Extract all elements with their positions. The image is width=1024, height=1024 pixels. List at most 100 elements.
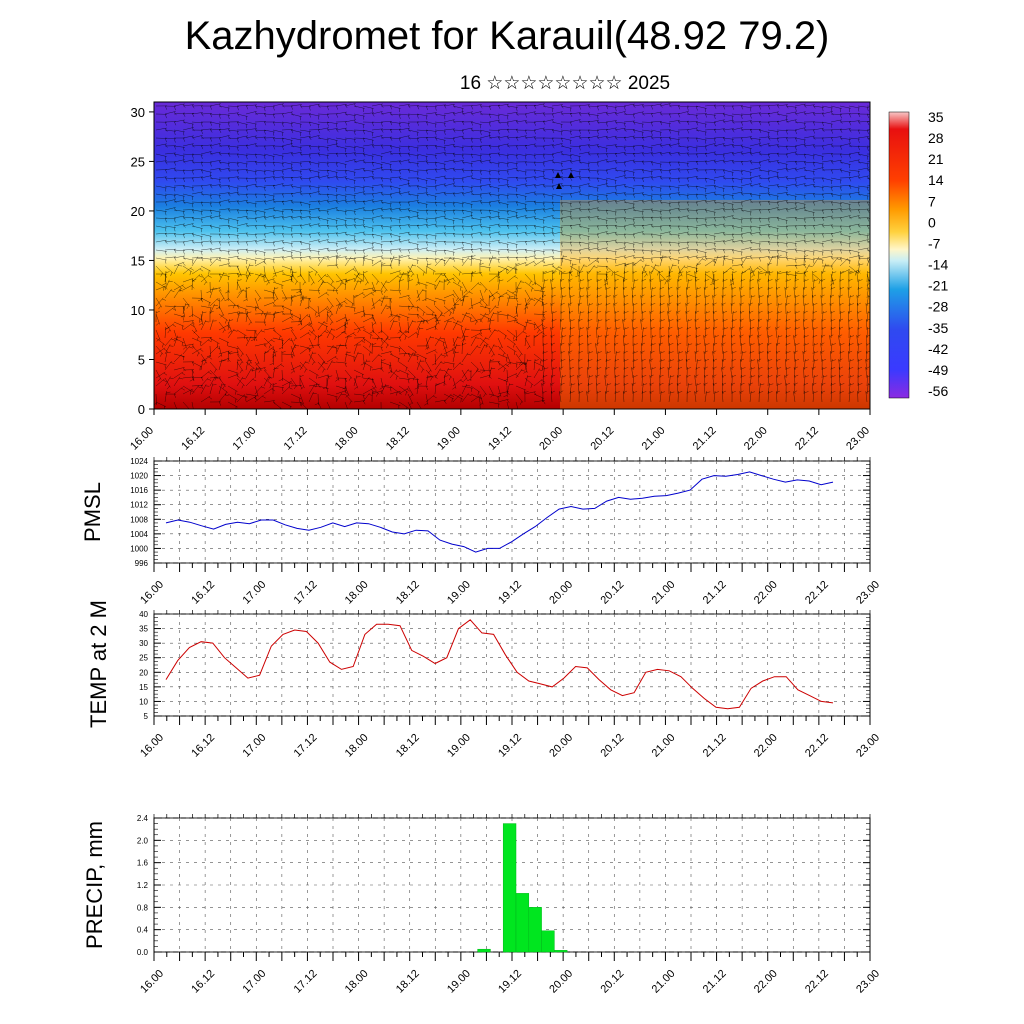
cool-surface-region [560,200,870,409]
y-tick-label: 25 [131,154,145,169]
x-tick-label: 17.00 [240,579,268,607]
temp-ylabel: TEMP at 2 M [86,600,111,728]
x-tick-label: 22.00 [752,732,780,760]
hotspot [156,349,236,409]
wind-barb-lines [154,103,870,409]
colorbar-label: -49 [928,362,948,378]
y-tick-label: 1012 [130,501,148,510]
colorbar-label: 21 [928,151,944,167]
colorbar-label: 0 [928,214,936,230]
x-tick-label: 19.12 [496,579,524,607]
wind-flag [568,172,574,178]
wind-flag [555,172,561,178]
heatmap-y-axis: 0 5 10 15 20 25 30 [131,105,154,417]
y-tick-label: 1.6 [137,859,149,868]
y-tick-label: 30 [131,105,145,120]
precip-ylabel: PRECIP, mm [82,821,107,949]
x-tick-label: 23.00 [854,968,882,996]
colorbar-label: -7 [928,235,941,251]
x-tick-label: 21.12 [701,579,729,607]
y-tick-label: 1016 [130,486,148,495]
x-tick-label: 20.00 [537,425,565,453]
pmsl-panel: 996 1000 1004 1008 1012 1016 1020 1024 16.00 16.1… [80,457,882,607]
pmsl-series-line [165,471,834,553]
x-tick-label: 21.12 [701,732,729,760]
x-tick-label: 21.00 [650,579,678,607]
x-tick-label: 19.12 [486,425,514,453]
x-tick-label: 18.00 [343,579,371,607]
precip-grid [154,817,870,953]
precip-bar [502,823,517,953]
x-tick-label: 16.00 [138,579,166,607]
precip-panel: 0.0 0.4 0.8 1.2 1.6 2.0 2.4 16.00 16.12 17.00 17.1… [82,814,882,996]
x-tick-label: 19.00 [445,732,473,760]
precip-bar [554,950,568,953]
x-tick-label: 23.00 [844,425,872,453]
y-tick-label: 35 [139,625,148,634]
pmsl-ylabel: PMSL [80,482,105,542]
x-tick-label: 19.00 [445,579,473,607]
y-tick-label: 30 [139,639,148,648]
x-tick-label: 22.00 [742,425,770,453]
x-tick-label: 21.12 [701,968,729,996]
x-tick-label: 21.12 [691,425,719,453]
x-tick-label: 19.12 [496,968,524,996]
y-tick-label: 1004 [130,530,148,539]
y-tick-label: 20 [131,204,145,219]
x-tick-label: 23.00 [854,732,882,760]
y-tick-label: 1020 [130,472,148,481]
colorbar: 35 28 21 14 7 0 -7 -14 -21 -28 -35 -42 -49 -56 [888,109,948,399]
y-tick-label: 2.4 [137,814,149,823]
x-tick-label: 16.00 [138,968,166,996]
y-tick-label: 20 [139,668,148,677]
colorbar-label: -21 [928,278,948,294]
chart-title: Kazhydromet for Karauil(48.92 79.2) [184,14,830,58]
x-tick-label: 22.00 [752,579,780,607]
x-tick-label: 20.00 [547,579,575,607]
wind-flag [556,183,562,189]
x-tick-label: 16.12 [189,968,217,996]
y-tick-label: 0.4 [137,926,149,935]
x-tick-label: 18.00 [343,732,371,760]
x-tick-label: 20.12 [598,968,626,996]
hotspot [456,349,536,409]
heatmap-x-axis: 16.00 16.12 17.00 17.12 18.00 18.12 19.00 19.12… [128,409,872,453]
y-tick-label: 1000 [130,544,148,553]
x-tick-label: 17.00 [240,968,268,996]
y-tick-label: 15 [139,683,148,692]
pmsl-grid [154,460,870,564]
y-tick-label: 10 [131,303,145,318]
x-tick-label: 22.12 [793,425,821,453]
heatmap-hotspots [154,103,870,409]
x-tick-label: 23.00 [854,579,882,607]
x-tick-label: 19.00 [435,425,463,453]
temp-series-line [165,619,834,710]
x-tick-label: 22.12 [803,968,831,996]
x-tick-label: 18.00 [333,425,361,453]
x-tick-label: 17.12 [292,968,320,996]
x-tick-label: 22.12 [803,579,831,607]
precip-bar [528,907,542,953]
x-tick-label: 21.00 [650,732,678,760]
x-tick-label: 18.12 [384,425,412,453]
colorbar-label: -56 [928,383,948,399]
x-tick-label: 17.12 [282,425,310,453]
x-tick-label: 17.00 [230,425,258,453]
colorbar-label: -35 [928,320,948,336]
x-tick-label: 21.00 [650,968,678,996]
precip-bars [477,823,568,953]
y-tick-label: 5 [138,352,145,367]
x-tick-label: 22.00 [752,968,780,996]
x-tick-label: 16.12 [179,425,207,453]
y-tick-label: 25 [139,654,148,663]
heatmap-panel: 0 5 10 15 20 25 30 16.00 16.12 17.00 17.12 18.00 18… [128,101,872,453]
y-tick-label: 0.8 [137,903,149,912]
y-tick-label: 40 [139,610,148,619]
y-tick-label: 2.0 [137,836,149,845]
x-tick-label: 21.00 [640,425,668,453]
colorbar-label: 28 [928,130,944,146]
x-tick-label: 20.12 [588,425,616,453]
precip-bar [477,948,491,953]
colorbar-label: 14 [928,172,944,188]
